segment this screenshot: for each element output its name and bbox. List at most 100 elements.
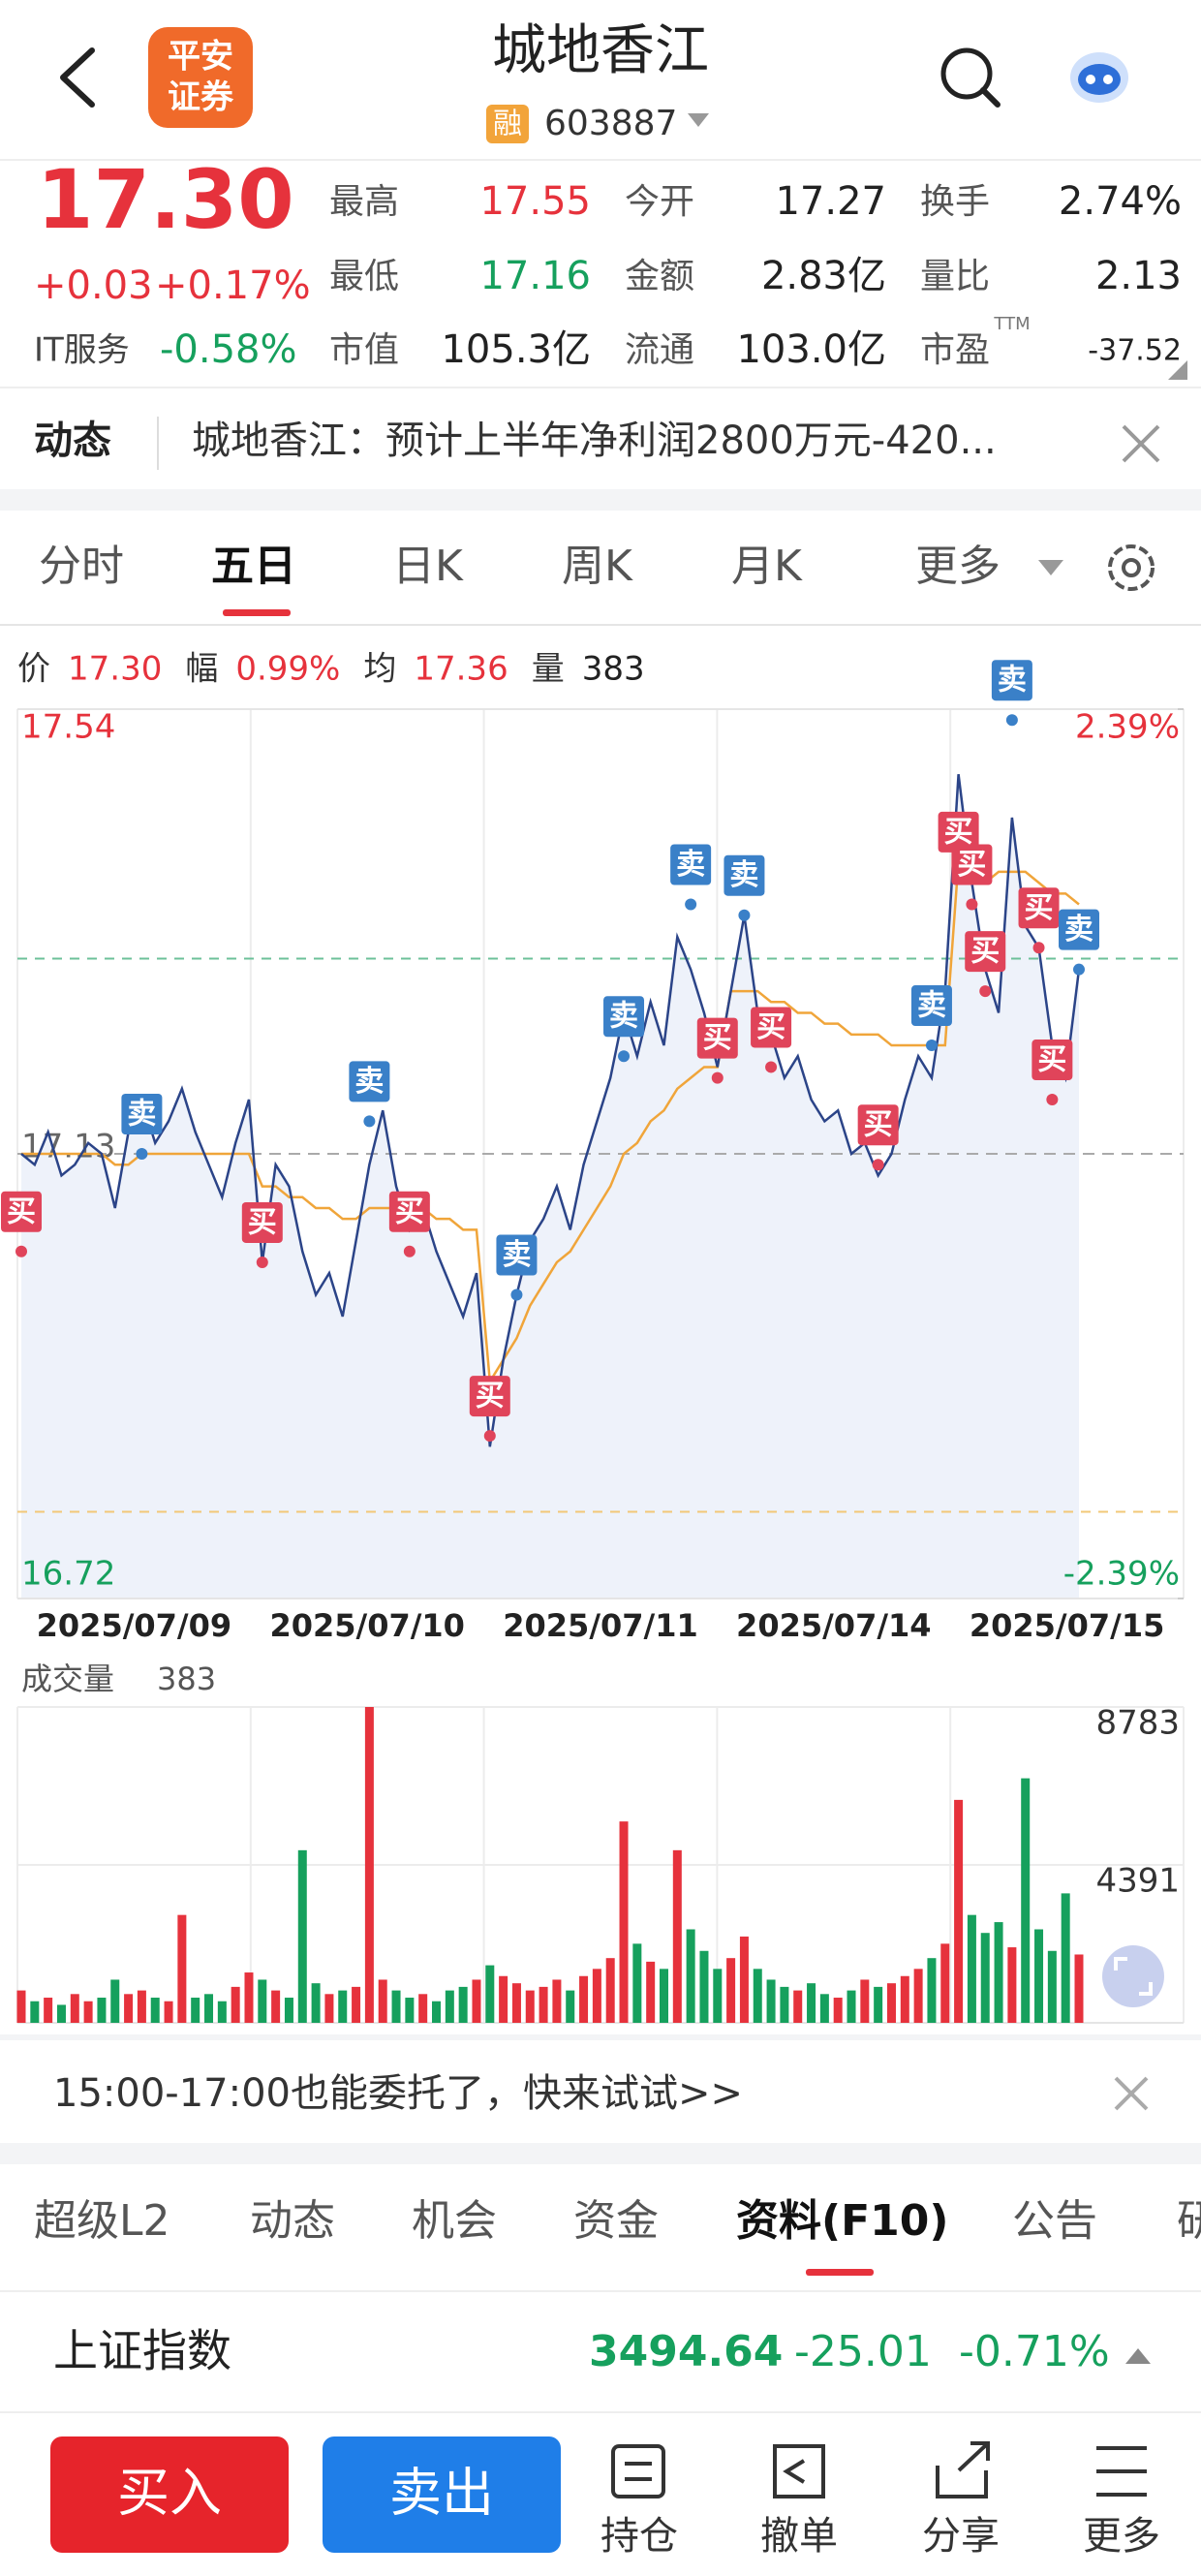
- section-tab[interactable]: 研: [1177, 2196, 1201, 2246]
- trade-label: 买: [756, 1010, 785, 1044]
- y2-tick-label: -2.39%: [1063, 1555, 1180, 1594]
- section-tab[interactable]: 机会: [412, 2196, 497, 2246]
- y-tick-label: 8783: [1095, 1704, 1180, 1743]
- section-tab[interactable]: 动态: [250, 2196, 335, 2246]
- tool-label[interactable]: 分享: [922, 2514, 1000, 2559]
- tab[interactable]: 分时: [39, 542, 124, 591]
- tab[interactable]: 月K: [731, 542, 803, 591]
- volume-bar: [1021, 1778, 1031, 2023]
- trade-point: [872, 1159, 884, 1171]
- tab-indicator: [223, 609, 291, 616]
- volume-bar: [150, 1998, 160, 2023]
- trade-label: 卖: [609, 1000, 638, 1034]
- volume-bar: [97, 1998, 107, 2023]
- section-tab[interactable]: 资金: [573, 2196, 659, 2246]
- trade-label: 买: [7, 1195, 36, 1228]
- volume-bar: [874, 1986, 883, 2023]
- promo-text[interactable]: 15:00-17:00也能委托了，快来试试>>: [53, 2071, 743, 2116]
- stock-code: 603887: [544, 104, 677, 143]
- section-tab[interactable]: 超级L2: [34, 2196, 170, 2246]
- volume-bar: [124, 1994, 134, 2023]
- trade-label: 买: [864, 1108, 893, 1142]
- trade-tag: [910, 985, 952, 1027]
- volume-bar: [16, 1990, 26, 2023]
- trade-label: 买: [476, 1380, 505, 1413]
- trade-tag: [938, 811, 979, 853]
- info-value: 383: [582, 650, 645, 689]
- trade-label: 买: [395, 1195, 424, 1228]
- index-name: 上证指数: [53, 2325, 231, 2377]
- tool-label[interactable]: 撤单: [760, 2514, 838, 2559]
- trade-tag: [121, 1094, 163, 1134]
- trade-tag: [965, 931, 1006, 973]
- buy-label[interactable]: 买入: [117, 2463, 222, 2524]
- tab[interactable]: 日K: [392, 542, 464, 591]
- x-tick-label: 2025/07/14: [736, 1607, 932, 1644]
- stat-label: 市值: [329, 330, 399, 370]
- tab[interactable]: 五日: [211, 542, 296, 591]
- gap: [0, 489, 1201, 511]
- volume-bar: [458, 1986, 468, 2023]
- x-tick-label: 2025/07/11: [503, 1607, 698, 1644]
- volume-bar: [231, 1986, 240, 2023]
- trade-tag: [603, 996, 645, 1038]
- stat-label: 流通: [625, 330, 694, 370]
- search-icon[interactable]: [940, 47, 993, 100]
- section-tab[interactable]: 公告: [1012, 2196, 1097, 2246]
- close-promo[interactable]: [1114, 2076, 1149, 2111]
- volume-bar: [418, 1994, 428, 2023]
- sell-label[interactable]: 卖出: [389, 2463, 494, 2524]
- trade-tag: [1059, 909, 1099, 950]
- volume-bar: [324, 1994, 334, 2023]
- stat-label: 换手: [920, 182, 990, 222]
- position-icon: [611, 2444, 665, 2498]
- price-line: [20, 774, 1081, 1447]
- dropdown-arrow[interactable]: [688, 113, 709, 127]
- volume-bar: [927, 1958, 937, 2023]
- gear-hub: [1122, 558, 1141, 577]
- trade-tag: [1, 1191, 42, 1232]
- volume-bar: [739, 1936, 749, 2023]
- tool-label[interactable]: 持仓: [600, 2514, 678, 2559]
- tab[interactable]: 周K: [562, 542, 633, 591]
- section-tab[interactable]: 资料(F10): [736, 2196, 949, 2246]
- tab[interactable]: 更多: [915, 542, 1001, 591]
- sell-button[interactable]: [323, 2436, 561, 2553]
- volume-last: 383: [157, 1660, 216, 1697]
- trade-tag: [496, 1234, 538, 1276]
- volume-bar: [579, 1975, 589, 2023]
- y-tick-label: 17.54: [21, 708, 115, 747]
- assistant-icon[interactable]: [1070, 52, 1128, 103]
- sector-pct: -0.58%: [160, 327, 297, 372]
- close-icon: [1114, 2076, 1149, 2111]
- settings-button[interactable]: [1108, 544, 1155, 591]
- volume-bar: [753, 1969, 762, 2023]
- volume-bar: [70, 1994, 79, 2023]
- y2-tick-label: 2.39%: [1075, 708, 1180, 747]
- tool-label[interactable]: 更多: [1083, 2514, 1160, 2559]
- news-text[interactable]: 城地香江：预计上半年净利润2800万元-420...: [192, 419, 997, 463]
- volume-bar: [204, 1994, 214, 2023]
- trade-point: [1046, 1094, 1059, 1106]
- trade-point: [966, 898, 978, 911]
- back-button[interactable]: [60, 47, 95, 108]
- volume-bar: [499, 1975, 508, 2023]
- close-news[interactable]: [1122, 424, 1160, 463]
- trade-tag: [1018, 887, 1060, 929]
- trade-label: 买: [703, 1021, 732, 1055]
- stat-label: 今开: [625, 182, 694, 222]
- volume-bar: [110, 1979, 120, 2023]
- stat-label: 最低: [329, 257, 399, 296]
- volume-bar: [297, 1849, 307, 2023]
- buy-button[interactable]: [50, 2436, 289, 2553]
- volume-bar: [364, 1707, 374, 2023]
- expand-arrow[interactable]: [1125, 2348, 1151, 2364]
- stat-label: 最高: [329, 182, 399, 222]
- volume-bar: [566, 1990, 575, 2023]
- trade-tag: [241, 1201, 283, 1243]
- trade-label: 卖: [354, 1065, 384, 1099]
- volume-bar: [352, 1986, 361, 2023]
- trade-tag: [751, 1007, 792, 1048]
- expand-button[interactable]: [1102, 1945, 1164, 2007]
- volume-bar: [391, 1990, 401, 2023]
